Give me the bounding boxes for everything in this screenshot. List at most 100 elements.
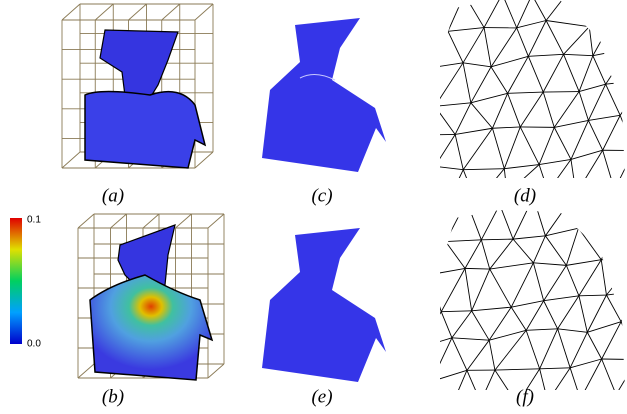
wire	[545, 236, 566, 266]
wire	[495, 330, 526, 370]
wire	[533, 263, 566, 266]
caption: (e)	[311, 386, 332, 407]
wire	[95, 4, 113, 20]
wire	[576, 190, 614, 194]
wire	[419, 338, 452, 348]
wire	[606, 196, 617, 227]
wire	[540, 368, 570, 369]
wire	[578, 227, 617, 228]
wire	[546, 0, 572, 21]
wire	[558, 296, 579, 329]
wire	[528, 21, 546, 57]
wire	[437, 201, 467, 212]
wire	[495, 370, 517, 404]
wire	[489, 340, 495, 370]
wire	[548, 159, 571, 191]
caption: (b)	[102, 386, 124, 407]
wire	[426, 31, 448, 68]
wire	[481, 240, 489, 269]
wire	[558, 329, 571, 368]
wire	[430, 242, 446, 275]
wire	[621, 291, 627, 322]
page: 0.1 0.0 (a) (c) (d) (b) (e) (f) (() => {…	[0, 0, 627, 414]
wire	[548, 399, 581, 401]
mesh-closeup	[417, 190, 627, 412]
colorbar	[10, 218, 22, 344]
wire	[432, 381, 450, 411]
wire	[463, 170, 476, 203]
wire	[414, 135, 435, 166]
wire	[446, 240, 482, 242]
wire	[571, 120, 588, 159]
wire	[441, 312, 452, 338]
wire	[62, 152, 80, 168]
wire	[511, 307, 526, 330]
wire	[601, 260, 627, 261]
wire	[511, 301, 543, 307]
wire	[408, 166, 435, 203]
wire	[566, 228, 578, 265]
wire	[143, 214, 159, 228]
wire	[554, 127, 571, 159]
wire	[564, 27, 590, 55]
wire	[616, 360, 627, 395]
wire	[78, 364, 94, 378]
wire	[490, 263, 534, 269]
caption: (f)	[516, 386, 534, 407]
wire	[504, 127, 520, 169]
wire	[472, 311, 490, 340]
wire	[526, 330, 540, 368]
wire	[601, 227, 617, 259]
wire	[526, 329, 557, 331]
wire	[526, 301, 544, 331]
wire	[481, 402, 518, 404]
wire	[463, 28, 484, 63]
wire	[508, 93, 521, 127]
wire	[162, 4, 180, 20]
wire	[504, 165, 539, 169]
wire	[564, 54, 593, 55]
wire	[606, 80, 627, 84]
wire	[417, 408, 449, 412]
wire	[528, 56, 543, 92]
wire	[566, 260, 601, 266]
wire	[208, 214, 224, 228]
wire	[517, 21, 546, 28]
wire	[543, 92, 554, 127]
wire	[417, 381, 432, 408]
wire	[419, 348, 431, 382]
wire	[435, 63, 463, 106]
wire	[540, 329, 558, 369]
wire	[558, 329, 588, 332]
wire	[617, 226, 627, 228]
wire	[593, 56, 606, 85]
wire	[476, 194, 507, 203]
wire	[617, 227, 627, 260]
wire	[481, 205, 499, 240]
wire	[579, 260, 601, 296]
wire	[471, 67, 491, 103]
wire	[195, 4, 213, 20]
wire	[606, 295, 621, 322]
wire	[435, 0, 465, 1]
wire	[508, 92, 544, 93]
wire	[613, 0, 627, 18]
wire	[500, 205, 513, 240]
wire	[455, 128, 492, 134]
wire	[465, 240, 481, 269]
wire	[441, 311, 471, 312]
wire	[548, 368, 570, 402]
colorbar-max: 0.1	[27, 215, 41, 226]
figure: 0.1 0.0 (a) (c) (d) (b) (e) (f)	[0, 0, 627, 414]
wire	[544, 301, 558, 329]
wire	[111, 214, 127, 228]
wire	[517, 28, 529, 56]
wire	[533, 263, 543, 301]
wire	[449, 370, 467, 411]
wire	[575, 194, 607, 196]
wire	[570, 359, 602, 368]
wire	[532, 0, 546, 21]
wire	[452, 338, 467, 371]
wire	[449, 402, 480, 412]
wire	[579, 56, 593, 92]
